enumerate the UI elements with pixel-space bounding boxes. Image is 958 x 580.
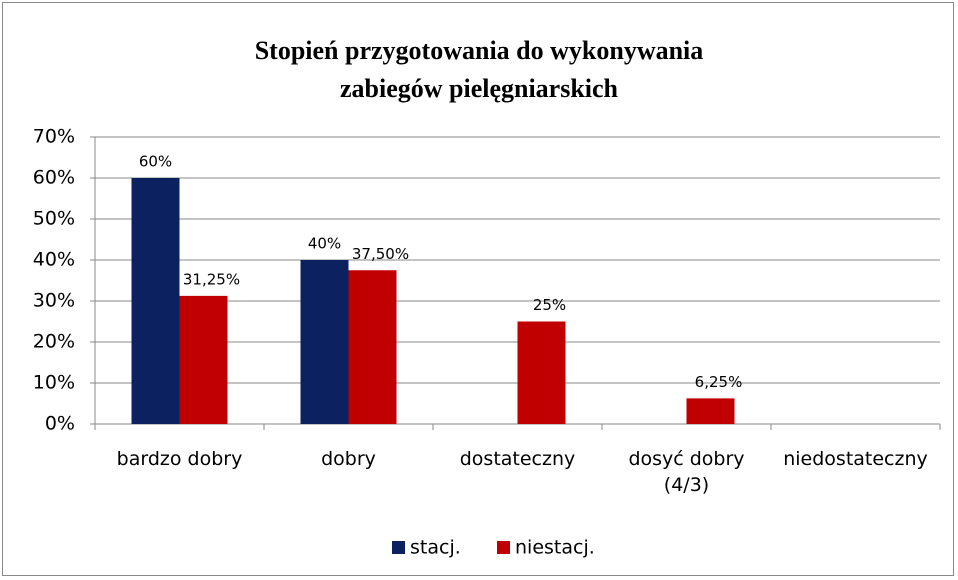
y-tick-label: 10% — [33, 372, 75, 394]
data-label: 60% — [139, 153, 172, 171]
bar — [179, 295, 228, 424]
bar — [300, 260, 349, 424]
x-tick-label: dosyć dobry (4/3) — [628, 448, 745, 496]
x-tick-label: niedostateczny — [783, 448, 928, 470]
legend-swatch — [497, 541, 510, 554]
chart-title: Stopień przygotowania do wykonywania zab… — [254, 36, 704, 103]
data-label: 6,25% — [695, 373, 743, 391]
x-tick-label: dostateczny — [459, 448, 576, 470]
legend-label: stacj. — [410, 537, 461, 559]
y-tick-label: 20% — [33, 331, 75, 353]
y-tick-label: 30% — [33, 290, 75, 312]
y-tick-label: 0% — [45, 413, 75, 435]
data-label: 37,50% — [352, 245, 409, 263]
y-tick-label: 40% — [33, 249, 75, 271]
bar — [348, 270, 397, 424]
x-tick-label: bardzo dobry — [116, 448, 243, 470]
data-label: 31,25% — [183, 270, 240, 288]
bar — [686, 398, 735, 424]
bar — [131, 178, 180, 424]
y-tick-label: 60% — [33, 167, 75, 189]
data-label: 25% — [533, 296, 566, 314]
y-tick-label: 50% — [33, 208, 75, 230]
data-label: 40% — [308, 235, 341, 253]
x-tick-label: dobry — [321, 448, 376, 470]
legend-label: niestacj. — [515, 537, 595, 559]
bar — [517, 321, 566, 424]
y-tick-label: 70% — [33, 126, 75, 148]
legend-swatch — [392, 541, 405, 554]
